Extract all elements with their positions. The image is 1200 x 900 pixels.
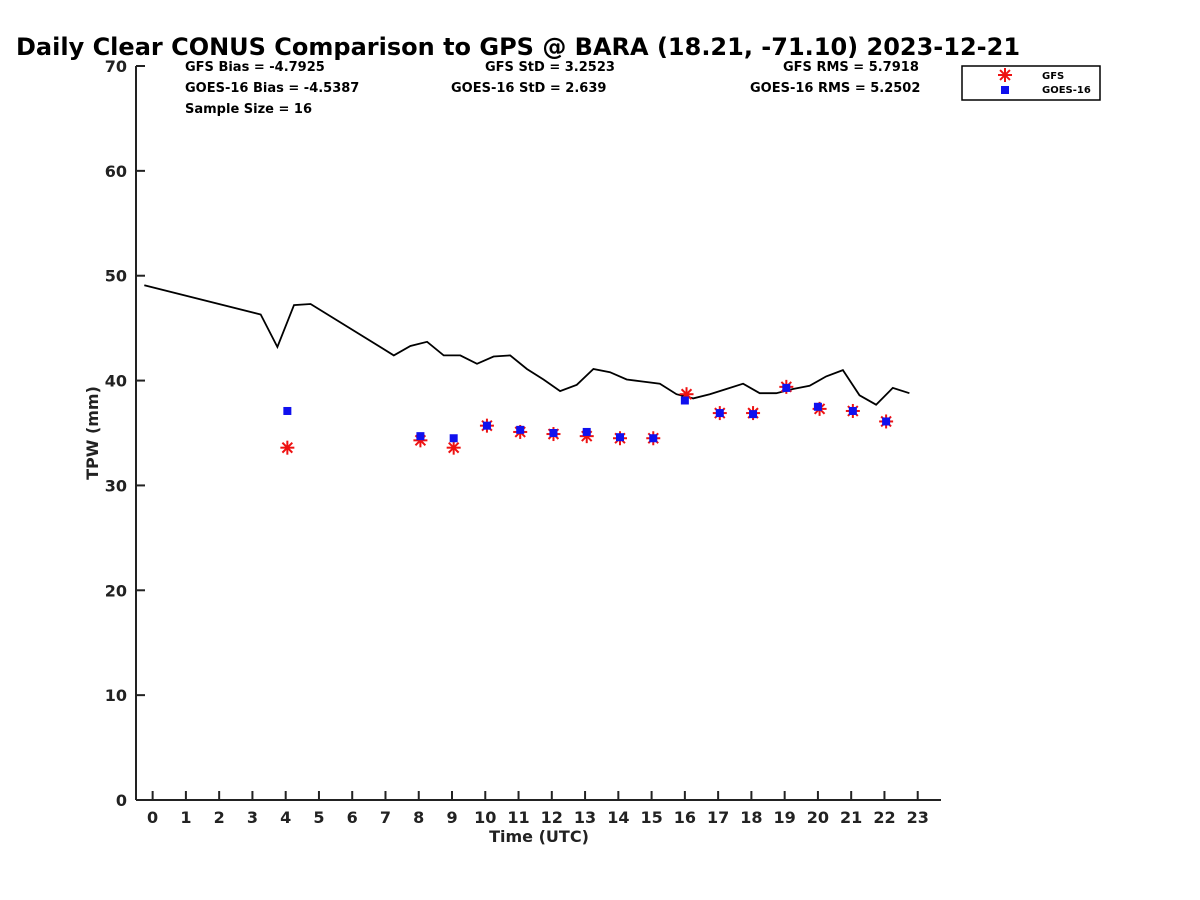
x-axis-label: Time (UTC) bbox=[489, 827, 589, 846]
asterisk-stroke bbox=[448, 442, 460, 454]
x-tick-label: 11 bbox=[507, 808, 529, 827]
y-tick-label: 20 bbox=[105, 581, 127, 600]
goes-point bbox=[416, 432, 425, 441]
legend-goes-label: GOES-16 bbox=[1042, 85, 1091, 96]
x-tick-label: 0 bbox=[147, 808, 158, 827]
x-tick-label: 8 bbox=[413, 808, 424, 827]
y-tick-label: 0 bbox=[116, 791, 127, 810]
x-tick-label: 18 bbox=[740, 808, 762, 827]
gps-line bbox=[144, 284, 910, 406]
x-tick-label: 7 bbox=[380, 808, 391, 827]
goes-point bbox=[649, 434, 658, 443]
y-tick-label: 70 bbox=[105, 57, 127, 76]
gfs-std-stat: GFS StD = 3.2523 bbox=[485, 60, 615, 75]
chart-title: Daily Clear CONUS Comparison to GPS @ BA… bbox=[16, 33, 1020, 61]
goes-bias-stat: GOES-16 Bias = -4.5387 bbox=[185, 81, 359, 96]
legend-gfs-label: GFS bbox=[1042, 71, 1064, 82]
x-tick-label: 9 bbox=[446, 808, 457, 827]
legend-gfs-marker bbox=[998, 68, 1012, 82]
goes-point bbox=[813, 402, 822, 411]
goes-point bbox=[715, 409, 724, 418]
goes-point bbox=[848, 406, 857, 415]
x-tick-label: 21 bbox=[840, 808, 862, 827]
goes-point bbox=[749, 410, 758, 419]
x-tick-label: 3 bbox=[247, 808, 258, 827]
x-tick-label: 1 bbox=[180, 808, 191, 827]
gfs-point bbox=[446, 440, 461, 455]
x-tick-label: 19 bbox=[774, 808, 796, 827]
goes-std-stat: GOES-16 StD = 2.639 bbox=[451, 81, 606, 96]
x-tick-label: 16 bbox=[674, 808, 696, 827]
legend-goes-symbol bbox=[1001, 86, 1009, 94]
x-tick-label: 10 bbox=[474, 808, 496, 827]
x-tick-label: 12 bbox=[541, 808, 563, 827]
y-tick-label: 30 bbox=[105, 476, 127, 495]
goes-point bbox=[516, 425, 525, 434]
asterisk-stroke bbox=[281, 442, 294, 454]
x-tick-label: 15 bbox=[640, 808, 662, 827]
x-tick-label: 14 bbox=[607, 808, 629, 827]
goes-point bbox=[482, 421, 491, 430]
gfs-point bbox=[280, 440, 295, 455]
x-tick-label: 17 bbox=[707, 808, 729, 827]
x-tick-label: 4 bbox=[280, 808, 291, 827]
gfs-rms-stat: GFS RMS = 5.7918 bbox=[783, 60, 919, 75]
goes-point bbox=[680, 396, 689, 405]
goes-point bbox=[283, 406, 292, 415]
x-tick-label: 6 bbox=[347, 808, 358, 827]
x-tick-label: 5 bbox=[313, 808, 324, 827]
asterisk-stroke bbox=[999, 69, 1011, 81]
x-tick-label: 13 bbox=[574, 808, 596, 827]
goes-rms-stat: GOES-16 RMS = 5.2502 bbox=[750, 81, 920, 96]
goes-point bbox=[782, 383, 791, 392]
goes-point bbox=[582, 427, 591, 436]
x-tick-label: 20 bbox=[807, 808, 829, 827]
plot-area bbox=[144, 284, 910, 455]
legend-gfs-symbol bbox=[998, 68, 1012, 82]
legend-box bbox=[961, 65, 1101, 101]
y-tick-label: 40 bbox=[105, 372, 127, 391]
goes-point bbox=[549, 429, 558, 437]
legend-goes-marker bbox=[1001, 86, 1009, 94]
goes-point bbox=[882, 417, 891, 426]
y-tick-label: 60 bbox=[105, 162, 127, 181]
sample-size-stat: Sample Size = 16 bbox=[185, 102, 312, 117]
x-tick-label: 2 bbox=[214, 808, 225, 827]
gfs-bias-stat: GFS Bias = -4.7925 bbox=[185, 60, 325, 75]
goes-point bbox=[615, 433, 624, 442]
legend: GFS GOES-16 bbox=[961, 65, 1101, 101]
y-tick-label: 10 bbox=[105, 686, 127, 705]
x-tick-label: 22 bbox=[873, 808, 895, 827]
goes-point bbox=[449, 434, 458, 443]
y-axis-label: TPW (mm) bbox=[83, 386, 102, 480]
x-tick-label: 23 bbox=[907, 808, 929, 827]
y-tick-label: 50 bbox=[105, 267, 127, 286]
